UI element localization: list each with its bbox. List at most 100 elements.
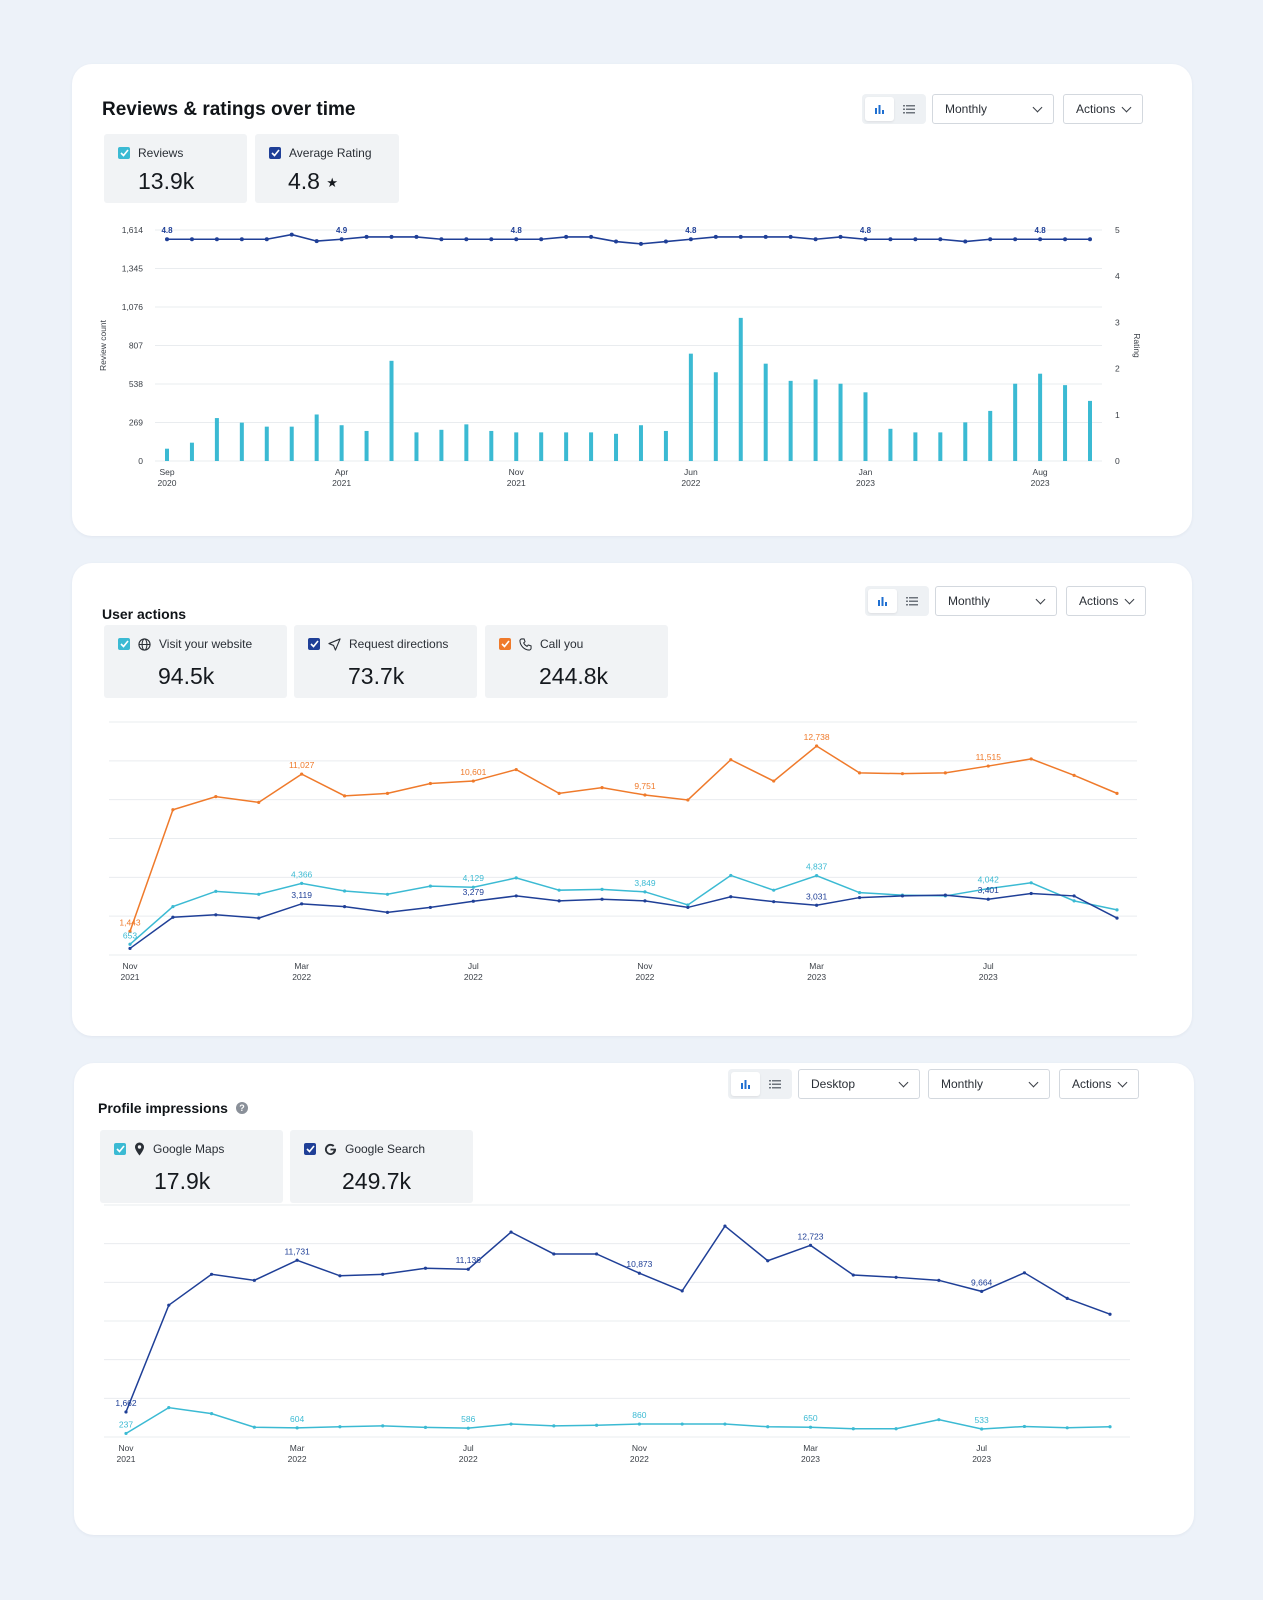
review-bar <box>239 422 244 461</box>
google-maps-metric-tile[interactable]: Google Maps 17.9k <box>100 1130 283 1203</box>
series-point <box>1115 908 1119 912</box>
x-tick-year: 2023 <box>807 972 826 982</box>
metric-value: 17.9k <box>154 1168 211 1194</box>
review-bar <box>389 360 394 461</box>
actions-dropdown[interactable]: Actions <box>1066 586 1146 616</box>
request-directions-metric-tile[interactable]: Request directions 73.7k <box>294 625 477 698</box>
x-tick-month: Jul <box>468 961 479 971</box>
series-point <box>937 1418 941 1422</box>
actions-dropdown[interactable]: Actions <box>1059 1069 1139 1099</box>
review-bar <box>439 429 444 461</box>
rating-point <box>464 237 469 242</box>
x-tick-year: 2022 <box>459 1454 478 1464</box>
reviews-metric-tile[interactable]: Reviews 13.9k <box>104 134 247 203</box>
metric-value: 4.8 <box>288 168 320 194</box>
review-bar <box>614 433 619 461</box>
rating-point <box>165 237 169 242</box>
checkbox-checked-icon[interactable] <box>304 1143 316 1155</box>
data-label: 860 <box>632 1410 646 1420</box>
x-tick-month: Nov <box>632 1443 648 1453</box>
phone-icon <box>519 637 532 651</box>
series-point <box>815 874 819 878</box>
bar-chart-icon[interactable] <box>731 1072 760 1096</box>
series-point <box>514 876 518 880</box>
y-tick-label: 1,345 <box>122 264 144 274</box>
rating-point <box>688 237 693 242</box>
rating-point <box>514 237 519 242</box>
rating-point <box>314 239 319 244</box>
rating-point <box>339 237 344 242</box>
list-icon[interactable] <box>894 97 923 121</box>
list-icon[interactable] <box>897 589 926 613</box>
google-search-metric-tile[interactable]: Google Search 249.7k <box>290 1130 473 1203</box>
series-point <box>851 1273 855 1277</box>
series-point <box>1029 757 1033 761</box>
series-point <box>1022 1271 1027 1275</box>
card-title: User actions <box>102 606 187 622</box>
data-label: 604 <box>290 1414 304 1424</box>
bar-chart-icon[interactable] <box>865 97 894 121</box>
period-dropdown[interactable]: Monthly <box>932 94 1054 124</box>
actions-dropdown[interactable]: Actions <box>1063 94 1143 124</box>
series-point <box>857 771 862 775</box>
rating-point <box>239 237 244 242</box>
visit-website-metric-tile[interactable]: Visit your website 94.5k <box>104 625 287 698</box>
list-icon[interactable] <box>760 1072 789 1096</box>
series-point <box>980 1427 984 1431</box>
average-rating-metric-tile[interactable]: Average Rating 4.8 ★ <box>255 134 399 203</box>
navigation-arrow-icon <box>328 637 341 651</box>
device-dropdown[interactable]: Desktop <box>798 1069 920 1099</box>
rating-point <box>189 237 194 242</box>
review-bar <box>264 426 269 461</box>
profile-impressions-chart: 1,662 11,731 11,136 10,873 12,723 9,664 237 604… <box>104 1204 1130 1464</box>
series-point <box>385 892 390 896</box>
series-point <box>643 890 647 894</box>
review-bar <box>165 448 169 461</box>
checkbox-checked-icon[interactable] <box>499 638 511 650</box>
review-bar <box>464 424 469 461</box>
review-bar <box>489 430 494 461</box>
series-point <box>723 1422 727 1426</box>
series-point <box>257 916 261 920</box>
y2-tick-label: 4 <box>1115 271 1120 281</box>
chart-view-toggle <box>865 586 929 616</box>
data-label: 3,119 <box>291 890 312 900</box>
x-tick-month: Nov <box>118 1443 134 1453</box>
call-you-metric-tile[interactable]: Call you 244.8k <box>485 625 668 698</box>
rating-point <box>713 234 718 239</box>
y-tick-label: 269 <box>129 418 143 428</box>
x-tick-year: 2020 <box>158 478 177 488</box>
review-bar <box>838 383 843 461</box>
series-point <box>900 894 905 898</box>
x-tick-month: Mar <box>809 961 824 971</box>
checkbox-checked-icon[interactable] <box>308 638 320 650</box>
series-point <box>1108 1425 1112 1429</box>
series-point <box>557 899 561 903</box>
metric-value: 94.5k <box>158 663 215 689</box>
checkbox-checked-icon[interactable] <box>114 1143 126 1155</box>
series-point <box>128 946 132 951</box>
card-title: Reviews & ratings over time <box>102 99 356 120</box>
rating-point <box>489 237 494 242</box>
help-icon[interactable]: ? <box>235 1102 248 1114</box>
series-point <box>423 1425 428 1429</box>
checkbox-checked-icon[interactable] <box>269 147 281 159</box>
x-tick-month: Jul <box>976 1443 987 1453</box>
checkbox-checked-icon[interactable] <box>118 147 130 159</box>
bar-chart-icon[interactable] <box>868 589 897 613</box>
data-label: 650 <box>803 1413 817 1423</box>
series-point <box>214 889 218 893</box>
actions-label: Actions <box>1079 594 1119 608</box>
series-point <box>466 1267 470 1271</box>
review-bar <box>763 363 768 461</box>
period-dropdown[interactable]: Monthly <box>928 1069 1050 1099</box>
data-label: 4.8 <box>860 226 872 235</box>
series-point <box>729 758 733 762</box>
x-tick-year: 2022 <box>464 972 483 982</box>
series-point <box>257 892 261 896</box>
rating-point <box>988 237 993 242</box>
series-point <box>257 800 261 805</box>
period-dropdown[interactable]: Monthly <box>935 586 1057 616</box>
checkbox-checked-icon[interactable] <box>118 638 130 650</box>
series-point <box>986 887 990 891</box>
